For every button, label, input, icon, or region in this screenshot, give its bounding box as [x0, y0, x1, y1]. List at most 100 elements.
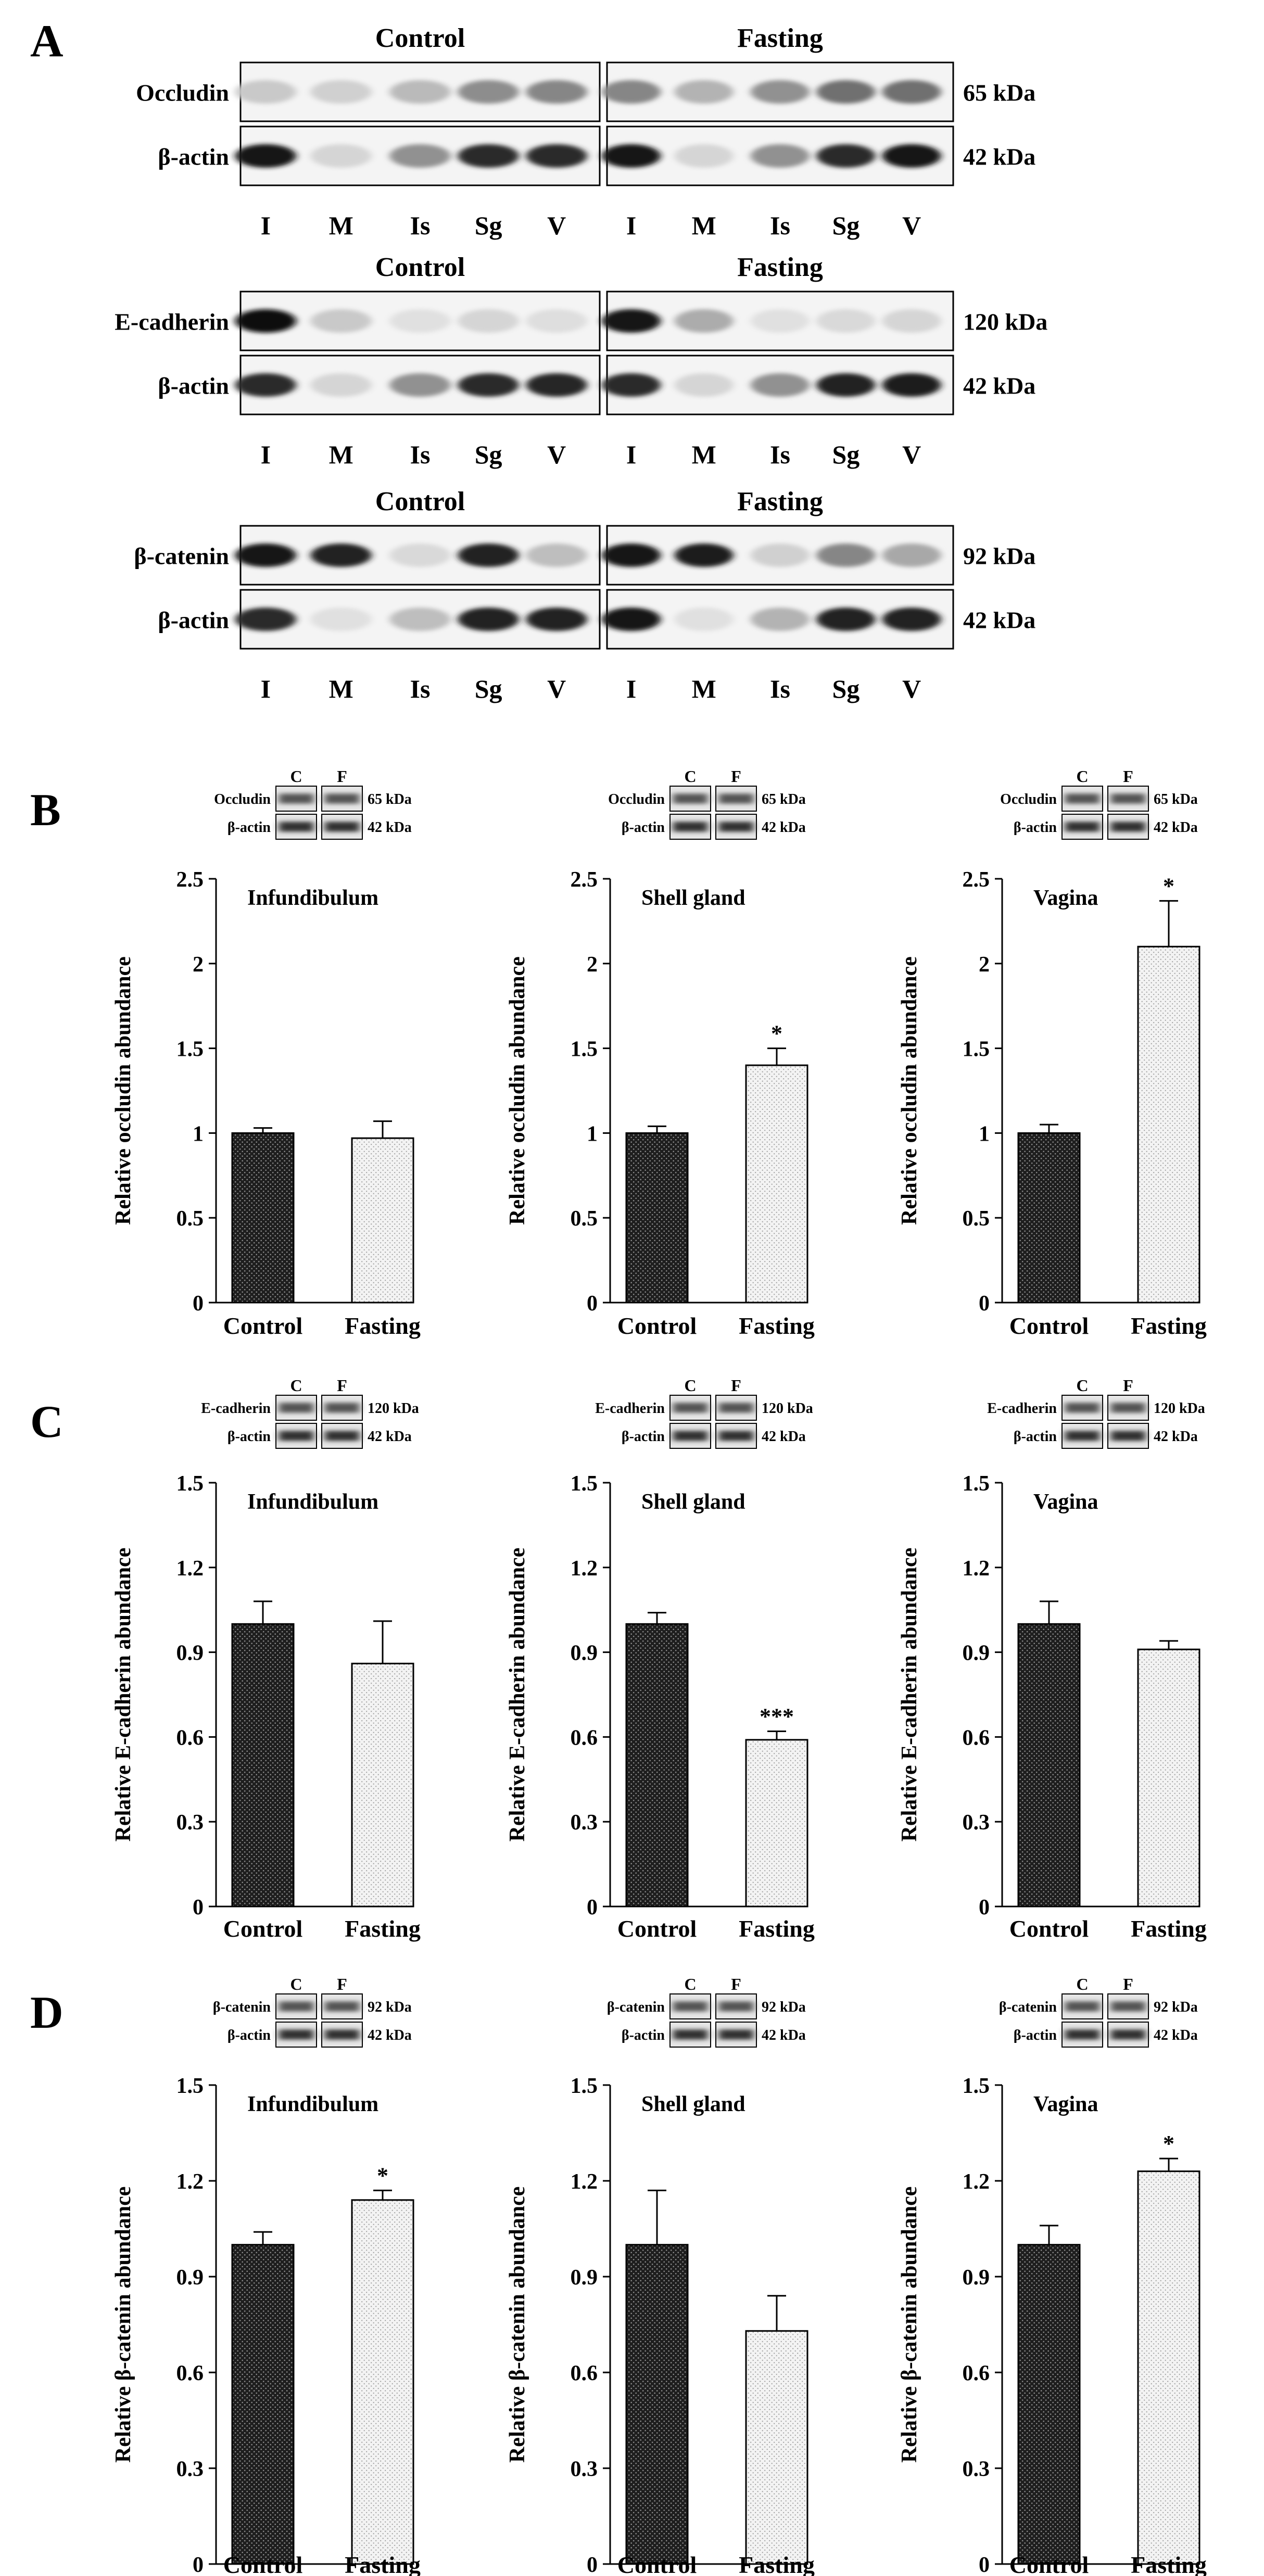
y-tick-label: 0.5 [963, 1207, 990, 1231]
inset-lane-label: C [1076, 1376, 1088, 1395]
y-tick-label: 1 [979, 1122, 990, 1146]
blot-protein-label: E-cadherin [115, 309, 229, 335]
blot-actin-label: β-actin [158, 607, 229, 634]
bar-chart: C F Occludin 65 kDa β-actin 42 kDa 0 0.5 1 1.5 2 2.… [111, 767, 421, 1339]
inset-band [719, 1431, 753, 1441]
bar-fasting [351, 2199, 414, 2565]
significance-mark: * [377, 2163, 388, 2188]
blot-protein-label: β-catenin [134, 543, 229, 570]
x-category-label: Control [617, 2552, 697, 2576]
lane-label: Is [410, 211, 431, 240]
y-tick-label: 1.5 [176, 1038, 204, 1062]
y-tick-label: 0.9 [571, 1641, 598, 1665]
y-tick-label: 2.5 [571, 868, 598, 892]
y-tick-label: 2 [193, 953, 204, 977]
blot-band [235, 309, 296, 333]
y-tick-label: 0.6 [176, 2362, 204, 2385]
x-category-label: Fasting [739, 2552, 815, 2576]
inset-band [279, 793, 313, 804]
blot-band [526, 309, 587, 333]
y-tick-label: 2.5 [176, 868, 204, 892]
lane-label: Is [770, 440, 790, 469]
inset-size-label: 92 kDa [1154, 1999, 1198, 2015]
significance-mark: * [771, 1021, 782, 1046]
blot-band [674, 309, 734, 333]
inset-band [1065, 2001, 1099, 2012]
blot-band [235, 373, 296, 397]
blot-size-label: 92 kDa [963, 543, 1035, 570]
significance-mark: *** [760, 1704, 794, 1729]
blot-band [389, 607, 451, 632]
y-axis-label: Relative E-cadherin abundance [111, 1548, 135, 1842]
lane-label: Is [410, 674, 431, 703]
bar-fasting [1137, 2170, 1200, 2565]
blot-band [235, 80, 296, 104]
inset-actin-label: β-actin [622, 1429, 665, 1445]
inset-lane-label: F [1123, 767, 1133, 786]
inset-size-label: 42 kDa [762, 819, 806, 836]
inset-actin-label: β-actin [227, 819, 271, 836]
bar-control [625, 1623, 689, 1908]
y-tick-label: 0 [587, 1292, 598, 1316]
significance-mark: * [1163, 873, 1174, 899]
blot-band [458, 80, 519, 104]
blot-size-label: 42 kDa [963, 144, 1035, 170]
blot-band [310, 80, 372, 104]
y-tick-label: 0 [587, 2553, 598, 2576]
y-tick-label: 1.5 [571, 1038, 598, 1062]
inset-band [1111, 2001, 1145, 2012]
y-tick-label: 0.3 [963, 2457, 990, 2481]
inset-size-label: 120 kDa [368, 1400, 419, 1417]
x-category-label: Fasting [345, 1312, 421, 1339]
blot-band [882, 80, 941, 104]
inset-blot: C F E-cadherin 120 kDa β-actin 42 kDa [987, 1376, 1205, 1449]
inset-actin-label: β-actin [622, 2027, 665, 2043]
bar-fasting [351, 1662, 414, 1908]
x-category-label: Fasting [1131, 2552, 1207, 2576]
chart-title: Infundibulum [247, 1490, 378, 1514]
blot-band [235, 607, 296, 632]
y-tick-label: 0.9 [176, 2266, 204, 2290]
inset-band [325, 2001, 359, 2012]
inset-actin-label: β-actin [227, 2027, 271, 2043]
inset-lane-label: C [1076, 767, 1088, 786]
inset-blot: C F E-cadherin 120 kDa β-actin 42 kDa [201, 1376, 419, 1449]
bar-control [1017, 1623, 1081, 1908]
lane-label: M [329, 440, 353, 469]
inset-protein-label: E-cadherin [201, 1400, 271, 1417]
inset-lane-label: F [1123, 1376, 1133, 1395]
y-tick-label: 2 [979, 953, 990, 977]
blot-band [310, 144, 372, 168]
inset-band [719, 793, 753, 804]
inset-band [1065, 1431, 1099, 1441]
chart-title: Vagina [1033, 2092, 1098, 2116]
chart-title: Vagina [1033, 1490, 1098, 1514]
blot-band [458, 144, 519, 168]
blot-band [310, 607, 372, 632]
y-axis-label: Relative β-catenin abundance [111, 2187, 135, 2463]
blot-band [389, 144, 451, 168]
bar-fasting [1137, 1648, 1200, 1908]
bar-control [1017, 1132, 1081, 1304]
blot-band [750, 373, 810, 397]
inset-lane-label: C [290, 767, 302, 786]
y-tick-label: 0 [193, 1292, 204, 1316]
inset-size-label: 42 kDa [368, 819, 412, 836]
blot-band [674, 373, 734, 397]
blot-band [458, 309, 519, 333]
inset-lane-label: C [290, 1376, 302, 1395]
y-tick-label: 0.3 [571, 1811, 598, 1835]
lane-label: Sg [475, 211, 502, 240]
inset-size-label: 92 kDa [762, 1999, 806, 2015]
blot-group-label: Control [375, 487, 465, 516]
lane-label: I [626, 440, 636, 469]
y-tick-label: 0.3 [176, 2457, 204, 2481]
inset-size-label: 42 kDa [368, 2027, 412, 2043]
x-category-label: Fasting [1131, 1915, 1207, 1942]
y-tick-label: 0.3 [571, 2457, 598, 2481]
y-tick-label: 1.5 [963, 2074, 990, 2098]
bar-control [625, 1132, 689, 1304]
bar-chart: C Fβ-catenin 92 kDa β-actin 42 kDa 0 0.3 0.6 0.9… [111, 1975, 421, 2576]
inset-band [673, 822, 707, 832]
inset-actin-label: β-actin [1014, 819, 1057, 836]
